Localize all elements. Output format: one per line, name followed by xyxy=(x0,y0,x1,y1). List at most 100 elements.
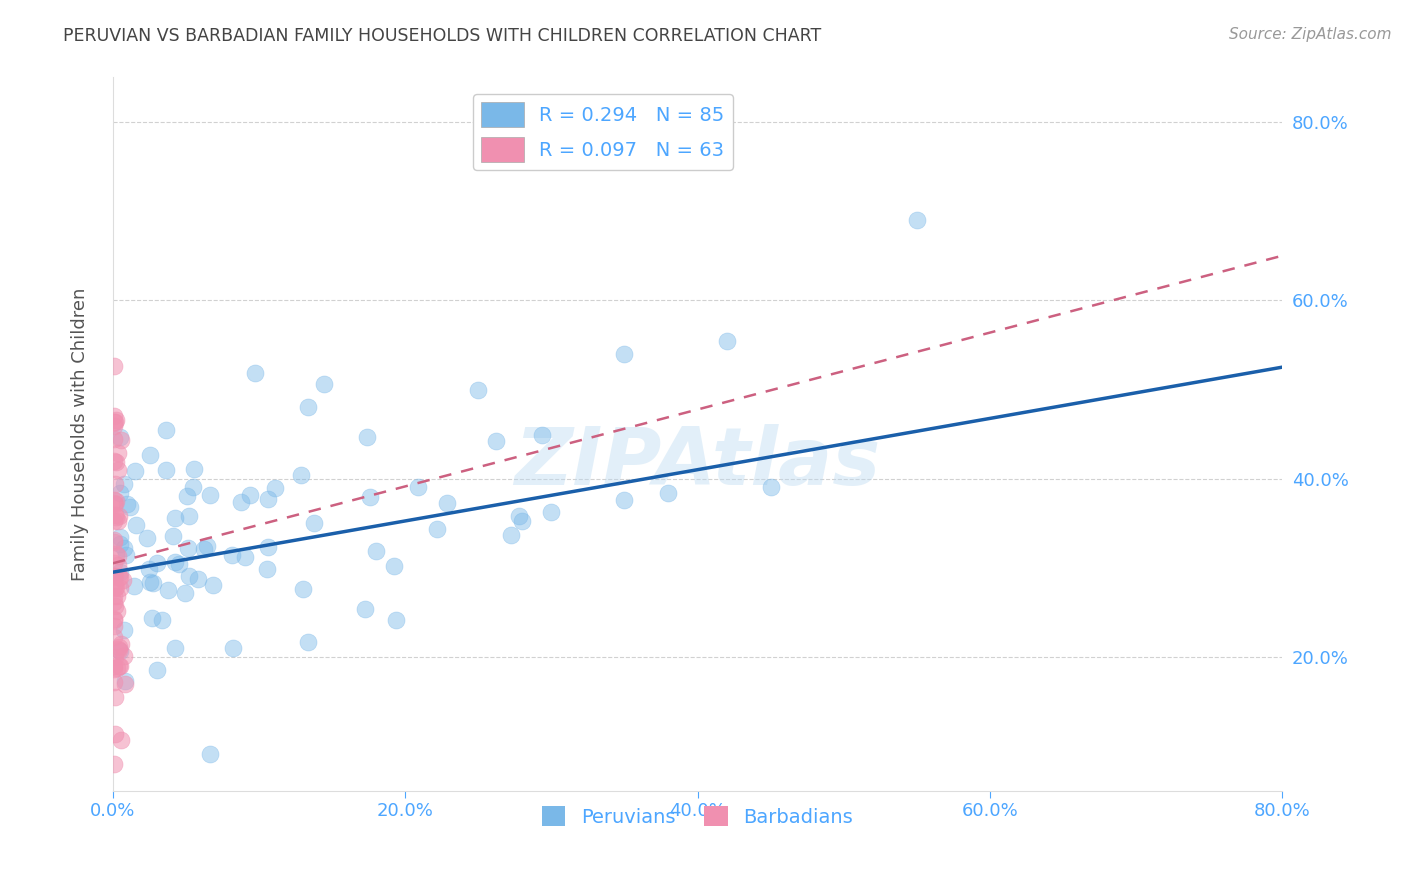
Point xyxy=(530,427,553,442)
Point xyxy=(107,641,129,656)
Point xyxy=(112,649,135,664)
Point xyxy=(108,566,131,580)
Point xyxy=(112,624,135,638)
Point xyxy=(233,550,256,565)
Point xyxy=(108,537,131,551)
Point xyxy=(364,543,387,558)
Point xyxy=(759,480,782,494)
Point xyxy=(354,602,377,616)
Point xyxy=(179,569,201,583)
Point xyxy=(163,555,186,569)
Point xyxy=(103,556,125,570)
Point xyxy=(105,604,128,618)
Point xyxy=(112,541,135,555)
Point xyxy=(222,641,245,656)
Point xyxy=(187,572,209,586)
Point xyxy=(107,549,129,563)
Point xyxy=(114,677,136,691)
Point xyxy=(108,640,131,654)
Point xyxy=(103,579,125,593)
Point xyxy=(139,574,162,589)
Point xyxy=(107,508,129,523)
Point xyxy=(256,562,278,576)
Point xyxy=(120,500,142,514)
Point xyxy=(613,493,636,508)
Point xyxy=(108,644,131,658)
Point xyxy=(138,448,160,462)
Point xyxy=(107,642,129,657)
Legend: Peruvians, Barbadians: Peruvians, Barbadians xyxy=(534,798,860,834)
Point xyxy=(426,522,449,536)
Point xyxy=(183,480,205,494)
Point xyxy=(167,557,190,571)
Point xyxy=(105,590,128,604)
Point xyxy=(103,659,125,673)
Point xyxy=(104,494,127,508)
Point xyxy=(138,562,160,576)
Point xyxy=(508,508,530,523)
Text: Source: ZipAtlas.com: Source: ZipAtlas.com xyxy=(1229,27,1392,42)
Point xyxy=(107,558,129,572)
Point xyxy=(177,509,200,524)
Point xyxy=(135,531,157,545)
Point xyxy=(183,461,205,475)
Point xyxy=(103,534,125,549)
Point xyxy=(108,581,131,595)
Point xyxy=(257,491,280,506)
Point xyxy=(103,613,125,627)
Point xyxy=(104,581,127,595)
Point xyxy=(104,416,127,430)
Point xyxy=(104,650,127,665)
Point xyxy=(115,548,138,562)
Point xyxy=(304,516,326,530)
Point xyxy=(716,334,738,348)
Point xyxy=(382,558,405,573)
Y-axis label: Family Households with Children: Family Households with Children xyxy=(72,287,89,581)
Point xyxy=(103,662,125,676)
Point xyxy=(108,569,131,583)
Point xyxy=(243,366,266,380)
Point xyxy=(162,529,184,543)
Point xyxy=(657,486,679,500)
Point xyxy=(111,573,134,587)
Point xyxy=(198,488,221,502)
Point xyxy=(103,756,125,771)
Point xyxy=(193,541,215,556)
Point xyxy=(104,477,127,491)
Point xyxy=(110,637,132,651)
Point xyxy=(125,518,148,533)
Point xyxy=(150,613,173,627)
Point xyxy=(114,673,136,688)
Point xyxy=(198,747,221,762)
Point xyxy=(384,613,406,627)
Point xyxy=(359,490,381,504)
Point xyxy=(292,582,315,596)
Point xyxy=(221,548,243,562)
Point xyxy=(103,674,125,689)
Point xyxy=(142,575,165,590)
Point xyxy=(146,664,169,678)
Point xyxy=(104,599,127,614)
Point xyxy=(103,612,125,626)
Point xyxy=(103,496,125,510)
Point xyxy=(103,419,125,434)
Point xyxy=(406,480,429,494)
Point xyxy=(110,733,132,747)
Point xyxy=(356,429,378,443)
Point xyxy=(107,446,129,460)
Point xyxy=(257,540,280,554)
Point xyxy=(155,462,177,476)
Point xyxy=(108,486,131,500)
Point xyxy=(108,531,131,545)
Point xyxy=(104,497,127,511)
Point xyxy=(103,533,125,547)
Point xyxy=(103,432,125,446)
Point xyxy=(103,454,125,468)
Point xyxy=(264,481,287,495)
Point xyxy=(177,541,200,555)
Text: ZIPAtlas: ZIPAtlas xyxy=(515,424,880,501)
Point xyxy=(103,619,125,633)
Point xyxy=(163,640,186,655)
Point xyxy=(297,635,319,649)
Text: PERUVIAN VS BARBADIAN FAMILY HOUSEHOLDS WITH CHILDREN CORRELATION CHART: PERUVIAN VS BARBADIAN FAMILY HOUSEHOLDS … xyxy=(63,27,821,45)
